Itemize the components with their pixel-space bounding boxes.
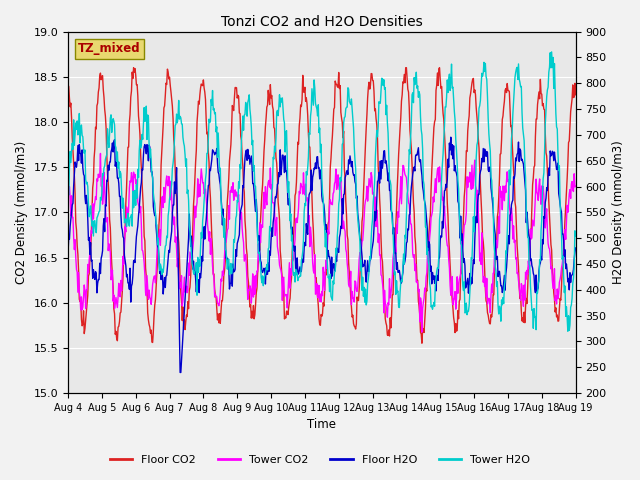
- Floor H2O: [314, 166, 322, 171]
- X-axis label: Time: Time: [307, 419, 336, 432]
- Tower CO2: [572, 183, 579, 189]
- Floor CO2: [130, 65, 138, 71]
- Tower CO2: [418, 329, 426, 335]
- Line: Floor H2O: Floor H2O: [68, 137, 575, 372]
- Tower H2O: [525, 262, 533, 267]
- Title: Tonzi CO2 and H2O Densities: Tonzi CO2 and H2O Densities: [221, 15, 422, 29]
- Tower H2O: [564, 328, 572, 334]
- Tower CO2: [314, 295, 322, 300]
- Tower CO2: [414, 281, 422, 287]
- Floor H2O: [572, 245, 579, 251]
- Tower H2O: [413, 85, 421, 91]
- Text: TZ_mixed: TZ_mixed: [78, 42, 141, 55]
- Floor CO2: [64, 83, 72, 88]
- Floor H2O: [198, 253, 206, 259]
- Floor H2O: [447, 134, 454, 140]
- Tower H2O: [175, 116, 183, 122]
- Floor H2O: [414, 149, 422, 155]
- Floor CO2: [314, 302, 322, 308]
- Tower CO2: [64, 161, 72, 167]
- Floor CO2: [176, 276, 184, 281]
- Tower CO2: [176, 279, 184, 285]
- Legend: Floor CO2, Tower CO2, Floor H2O, Tower H2O: Floor CO2, Tower CO2, Floor H2O, Tower H…: [105, 451, 535, 469]
- Y-axis label: CO2 Density (mmol/m3): CO2 Density (mmol/m3): [15, 141, 28, 284]
- Tower CO2: [364, 198, 371, 204]
- Tower H2O: [363, 299, 371, 304]
- Floor CO2: [364, 95, 371, 101]
- Floor H2O: [176, 370, 184, 375]
- Y-axis label: H2O Density (mmol/m3): H2O Density (mmol/m3): [612, 141, 625, 284]
- Line: Floor CO2: Floor CO2: [68, 68, 575, 343]
- Tower H2O: [64, 191, 72, 196]
- Tower H2O: [314, 113, 321, 119]
- Floor H2O: [175, 329, 183, 335]
- Floor CO2: [198, 82, 206, 88]
- Floor CO2: [414, 277, 422, 283]
- Floor CO2: [572, 92, 579, 97]
- Floor H2O: [64, 250, 72, 256]
- Tower CO2: [198, 173, 206, 179]
- Floor H2O: [364, 258, 371, 264]
- Tower H2O: [197, 229, 205, 235]
- Floor H2O: [527, 258, 534, 264]
- Tower CO2: [527, 226, 534, 232]
- Tower H2O: [548, 49, 556, 55]
- Floor CO2: [418, 340, 426, 346]
- Tower CO2: [97, 151, 104, 156]
- Line: Tower H2O: Tower H2O: [68, 52, 575, 331]
- Floor CO2: [527, 227, 534, 232]
- Line: Tower CO2: Tower CO2: [68, 154, 575, 332]
- Tower H2O: [572, 233, 579, 239]
